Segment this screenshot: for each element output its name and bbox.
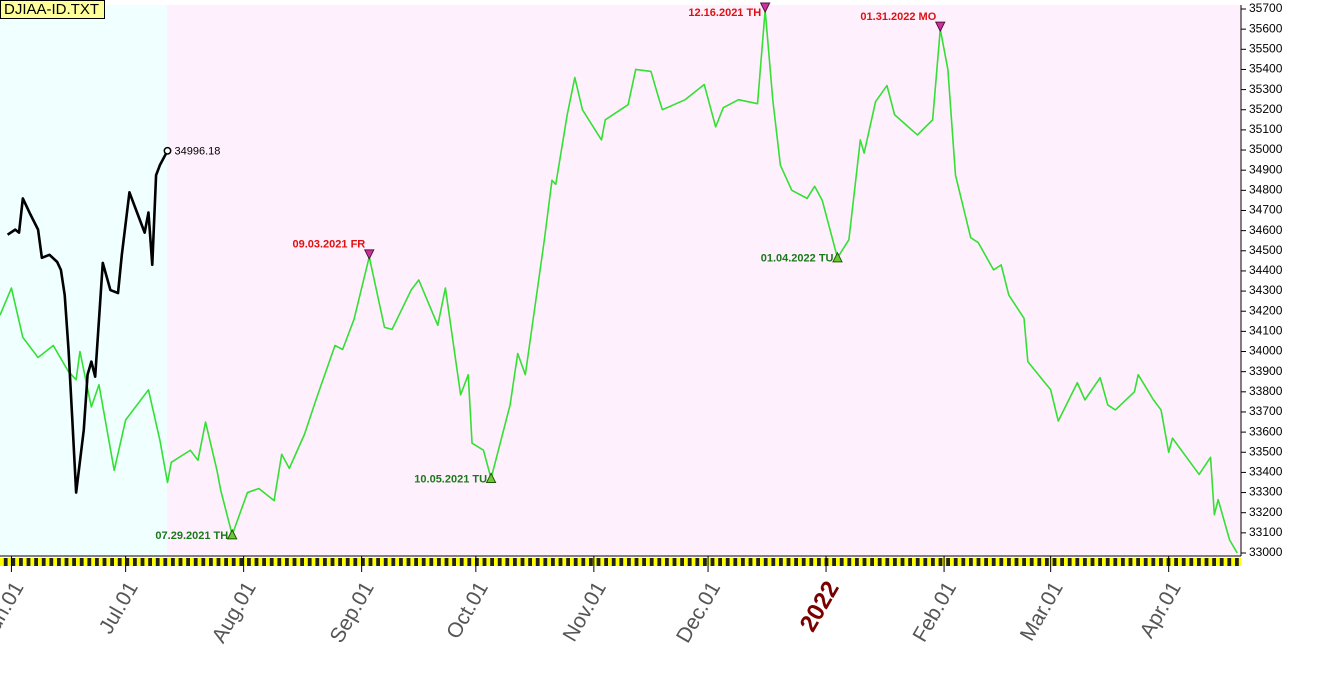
y-tick-label: 34300 [1249, 283, 1283, 297]
x-tick-label: Mar.01 [1016, 578, 1068, 645]
y-tick-label: 34900 [1249, 162, 1283, 176]
y-tick-label: 35700 [1249, 1, 1283, 15]
y-tick-label: 34800 [1249, 183, 1283, 197]
x-tick-label: Jun.01 [0, 578, 29, 644]
y-tick-label: 35600 [1249, 21, 1283, 35]
y-tick-label: 35200 [1249, 102, 1283, 116]
y-tick-label: 33500 [1249, 444, 1283, 458]
y-tick-label: 33700 [1249, 404, 1283, 418]
low-marker [485, 472, 497, 483]
y-tick-label: 35000 [1249, 142, 1283, 156]
y-tick-label: 34600 [1249, 223, 1283, 237]
x-tick-label: Aug.01 [208, 578, 261, 647]
low-marker [226, 528, 238, 540]
high-label: 09.03.2021 FR [292, 239, 365, 251]
x-tick-label: Sep.01 [326, 578, 379, 647]
y-tick-label: 34000 [1249, 344, 1283, 358]
y-tick-label: 33300 [1249, 485, 1283, 499]
y-tick-label: 35400 [1249, 62, 1283, 76]
series-line [0, 9, 1238, 554]
x-tick-label: Dec.01 [672, 578, 725, 647]
y-tick-label: 34100 [1249, 324, 1283, 338]
x-tick-label: Nov.01 [559, 578, 611, 646]
series-line [6, 150, 169, 494]
x-tick-label: Oct.01 [442, 578, 493, 643]
y-tick-label: 35100 [1249, 122, 1283, 136]
last-value-label: 34996.18 [174, 146, 220, 158]
low-marker [832, 251, 843, 263]
last-point [163, 146, 172, 155]
y-tick-label: 35500 [1249, 41, 1283, 55]
high-marker [934, 21, 946, 33]
low-label: 10.05.2021 TU [414, 473, 487, 485]
x-tick-label: Apr.01 [1136, 578, 1186, 642]
low-label: 07.29.2021 TH [155, 530, 228, 542]
y-tick-label: 33800 [1249, 384, 1283, 398]
plot-region [167, 5, 1241, 555]
y-tick-label: 33600 [1249, 424, 1283, 438]
y-tick-label: 34400 [1249, 263, 1283, 277]
high-marker [363, 249, 375, 260]
y-tick-label: 33000 [1249, 545, 1283, 559]
x-tick-label: Feb.01 [909, 578, 962, 646]
high-label: 12.16.2021 TH [688, 7, 761, 19]
chart-title: DJIAA-ID.TXT [4, 1, 99, 18]
x-tick-label: Jul.01 [95, 578, 143, 638]
high-marker [759, 2, 771, 14]
y-tick-label: 34500 [1249, 243, 1283, 257]
y-tick-label: 33100 [1249, 525, 1283, 539]
y-tick-label: 34200 [1249, 303, 1283, 317]
y-tick-label: 33200 [1249, 505, 1283, 519]
low-label: 01.04.2022 TU [761, 253, 834, 265]
y-tick-label: 33400 [1249, 465, 1283, 479]
y-tick-label: 35300 [1249, 82, 1283, 96]
history-region [0, 5, 167, 555]
high-label: 01.31.2022 MO [860, 11, 936, 23]
y-tick-label: 33900 [1249, 364, 1283, 378]
x-tick-label: 2022 [795, 577, 845, 637]
y-tick-label: 34700 [1249, 203, 1283, 217]
date-strip [0, 558, 1241, 566]
title-box [0, 0, 105, 19]
